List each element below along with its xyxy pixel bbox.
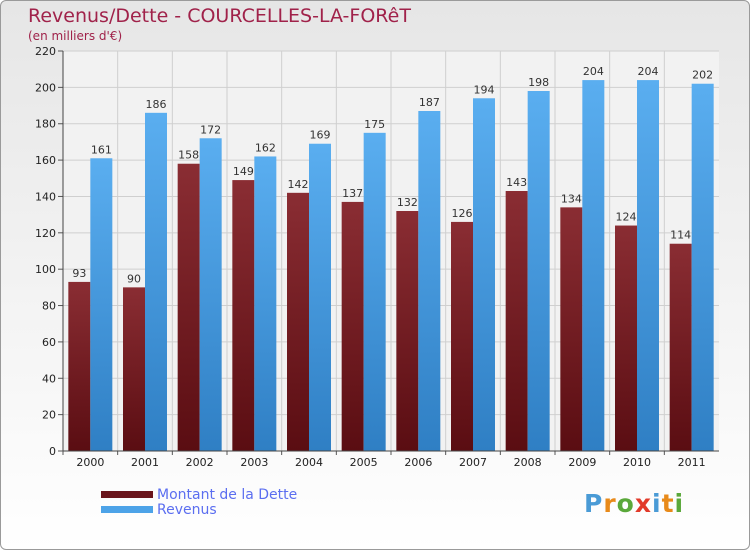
bar-revenus <box>254 156 277 452</box>
data-label-debt: 158 <box>178 149 199 162</box>
bar-debt <box>396 211 419 451</box>
data-label-revenus: 172 <box>200 123 221 136</box>
logo-letter: r <box>603 489 617 518</box>
bar-debt <box>451 221 473 451</box>
chart-title: Revenus/Dette - COURCELLES-LA-FORêT <box>28 5 411 27</box>
data-label-revenus: 198 <box>528 76 549 89</box>
data-label-debt: 137 <box>342 187 363 200</box>
data-label-revenus: 194 <box>474 83 495 96</box>
data-label-debt: 149 <box>233 165 254 178</box>
y-tick-label: 60 <box>42 336 56 349</box>
bars <box>68 80 714 452</box>
data-label-debt: 114 <box>670 229 691 242</box>
data-label-revenus: 202 <box>692 69 713 82</box>
y-tick-label: 200 <box>35 81 56 94</box>
x-tick-label: 2002 <box>186 456 214 469</box>
legend-item-debt: Montant de la Dette <box>101 486 298 503</box>
y-tick-label: 160 <box>35 154 56 167</box>
bar-revenus <box>582 80 605 451</box>
legend-item-revenus: Revenus <box>101 501 297 518</box>
bar-debt <box>341 201 364 451</box>
data-label-revenus: 175 <box>364 118 385 131</box>
bar-revenus <box>473 98 495 451</box>
bar-revenus <box>637 80 659 451</box>
bar-revenus <box>145 112 167 452</box>
bar-revenus <box>418 111 441 451</box>
y-tick-label: 140 <box>35 190 56 203</box>
x-tick-label: 2008 <box>514 456 542 469</box>
bar-revenus <box>691 83 714 452</box>
x-tick-label: 2003 <box>240 456 268 469</box>
data-label-debt: 132 <box>397 196 418 209</box>
data-label-debt: 90 <box>127 272 141 285</box>
bar-revenus <box>363 132 386 451</box>
y-tick-label: 0 <box>49 445 56 458</box>
y-tick-label: 40 <box>42 372 56 385</box>
x-tick-label: 2010 <box>623 456 651 469</box>
logo-letter: i <box>674 489 685 518</box>
x-tick-label: 2009 <box>568 456 596 469</box>
data-label-revenus: 161 <box>91 143 112 156</box>
y-tick-label: 100 <box>35 263 56 276</box>
data-label-revenus: 162 <box>255 141 276 154</box>
y-tick-label: 180 <box>35 118 56 131</box>
bar-debt <box>68 281 91 451</box>
y-tick-label: 80 <box>42 300 56 313</box>
bar-revenus <box>309 143 331 451</box>
bar-debt <box>287 192 309 451</box>
bar-debt <box>505 191 528 451</box>
gridlines <box>63 50 719 451</box>
legend-swatch-debt <box>101 491 153 498</box>
logo-letter: o <box>616 489 635 518</box>
bar-debt <box>123 287 145 451</box>
x-tick-label: 2005 <box>350 456 378 469</box>
x-tick-label: 2001 <box>131 456 159 469</box>
bar-debt <box>560 207 583 451</box>
bar-revenus <box>527 91 550 451</box>
axes: 0 20 40 60 80 100 120 140 160 180 200 220 2000 2001 20… <box>35 45 719 469</box>
proxiti-logo: Proxiti <box>584 489 684 518</box>
data-label-revenus: 204 <box>638 65 659 78</box>
legend: Montant de la Dette Revenus <box>101 486 298 518</box>
legend-swatch-revenus <box>101 506 153 513</box>
logo-letter: t <box>661 489 675 518</box>
x-tick-label: 2004 <box>295 456 323 469</box>
logo-letter: P <box>584 489 604 518</box>
x-tick-label: 2007 <box>459 456 487 469</box>
bar-revenus <box>90 158 113 452</box>
data-label-debt: 142 <box>288 178 309 191</box>
y-tick-label: 20 <box>42 409 56 422</box>
data-label-debt: 134 <box>561 192 582 205</box>
x-tick-label: 2006 <box>404 456 432 469</box>
y-tick-label: 220 <box>35 45 56 58</box>
data-label-revenus: 186 <box>146 98 167 111</box>
data-label-revenus: 187 <box>419 96 440 109</box>
x-tick-label: 2000 <box>76 456 104 469</box>
logo-letter: i <box>652 489 662 518</box>
logo-letter: x <box>634 489 652 518</box>
bar-revenus <box>199 138 222 452</box>
legend-label-debt: Montant de la Dette <box>157 486 298 503</box>
legend-label-revenus: Revenus <box>157 501 217 518</box>
x-tick-label: 2011 <box>678 456 706 469</box>
bar-debt <box>615 225 637 451</box>
y-tick-label: 120 <box>35 227 56 240</box>
chart-subtitle: (en milliers d'€) <box>28 29 123 43</box>
data-label-revenus: 169 <box>310 129 331 142</box>
data-label-debt: 126 <box>452 207 473 220</box>
bar-debt <box>669 243 692 451</box>
bar-debt <box>177 163 200 451</box>
data-label-debt: 143 <box>506 176 527 189</box>
bar-debt <box>232 180 255 451</box>
data-label-debt: 124 <box>616 211 637 224</box>
data-label-revenus: 204 <box>583 65 604 78</box>
data-label-debt: 93 <box>72 267 86 280</box>
